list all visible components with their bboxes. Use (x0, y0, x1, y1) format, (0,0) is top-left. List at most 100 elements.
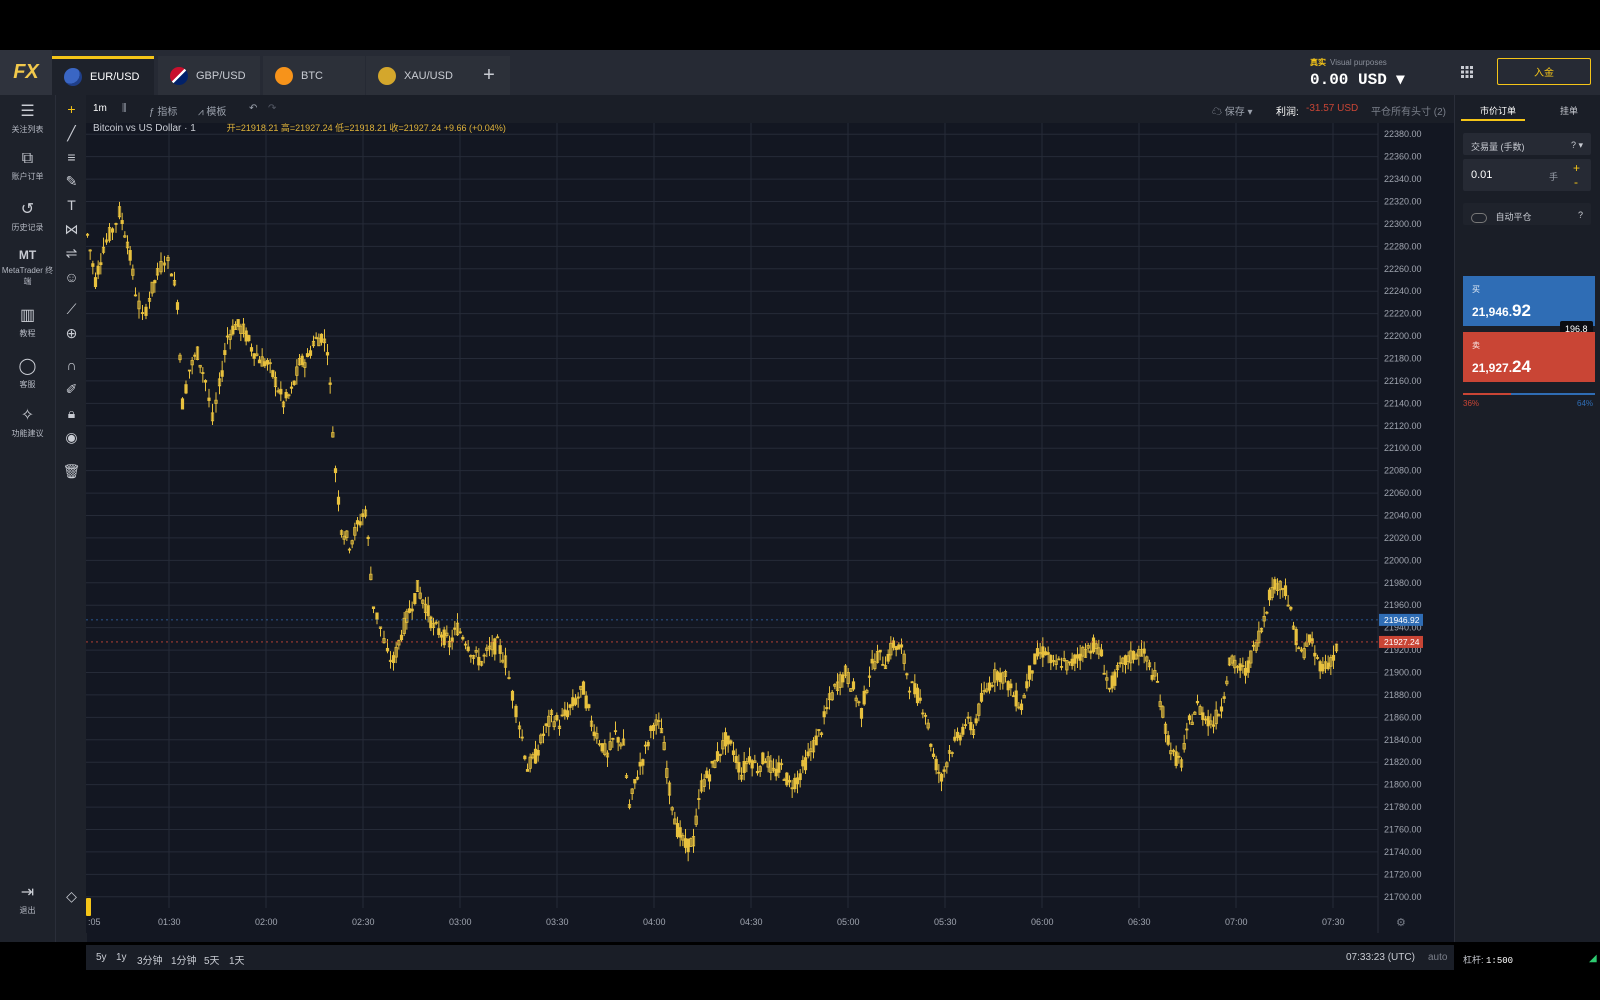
candle-body (155, 268, 160, 276)
volume-type-select[interactable]: 交易量 (手数) ? ▾ (1463, 133, 1591, 155)
magnet-icon[interactable]: ∩ (66, 357, 77, 373)
y-tick-label: 21780.00 (1384, 802, 1422, 812)
candle-body (560, 714, 564, 717)
candle-body (568, 704, 572, 708)
candle-body (172, 280, 177, 286)
y-tick-label: 22280.00 (1384, 241, 1422, 251)
increment-icon[interactable]: + (1573, 161, 1581, 175)
nav-metatrader[interactable]: MT MetaTrader 终端 (1, 248, 54, 286)
tab-market-order[interactable]: 市价订单 (1480, 106, 1517, 116)
sell-button[interactable]: 卖 21,927.24 (1463, 332, 1595, 382)
candle-body (643, 744, 648, 747)
logo[interactable]: FX (0, 50, 52, 95)
account-balance[interactable]: 真实 Visual purposes 0.00 USD ▾ (1310, 57, 1404, 89)
chart-toolbar: 1m ⫼ ƒ 指标 ⩘ 模板 ↶ ↷ ☁ 保存 ▾ 利润: -31.57 USD… (86, 95, 1454, 123)
indicators-button[interactable]: ƒ 指标 (149, 107, 178, 118)
price-chart[interactable]: 22380.00 22360.00 22340.00 22320.00 22300.00… (86, 123, 1454, 933)
candle-body (1150, 675, 1154, 680)
undo-icon[interactable]: ↶ (249, 103, 258, 114)
candle-body (1211, 724, 1216, 727)
nav-watchlist[interactable]: ☰ 关注列表 (0, 101, 55, 135)
nav-suggestions[interactable]: ✧ 功能建议 (0, 405, 55, 439)
redo-icon[interactable]: ↷ (268, 103, 277, 114)
close-all-button[interactable]: 平仓所有头寸 (2) (1371, 107, 1446, 118)
tab-eurusd[interactable]: EUR/USD (52, 56, 154, 95)
candle-body (697, 798, 701, 800)
decrement-icon[interactable]: - (1574, 175, 1578, 189)
candle-body (729, 740, 733, 744)
connection-icon: ◢ (1589, 953, 1597, 964)
y-tick-label: 21840.00 (1384, 735, 1422, 745)
candle-body (361, 513, 365, 517)
candle-body (101, 246, 106, 253)
nav-support[interactable]: ◯ 客服 (0, 356, 55, 390)
range-1d[interactable]: 1天 (229, 956, 245, 967)
eye-icon[interactable]: ◉ (65, 429, 78, 445)
candle-body (830, 692, 834, 701)
candle-body (128, 250, 132, 261)
candle-body (355, 520, 360, 525)
nav-tutorials[interactable]: ▥ 教程 (0, 305, 55, 339)
profit-label: 利润: (1276, 107, 1299, 118)
fib-icon[interactable]: ≡ (67, 149, 76, 165)
range-1y[interactable]: 1y (116, 952, 127, 963)
brush-icon[interactable]: ✎ (65, 173, 78, 189)
templates-button[interactable]: ⩘ 模板 (198, 107, 227, 118)
candle-body (902, 653, 906, 664)
nav-logout[interactable]: ⇥ 退出 (0, 882, 55, 916)
emoji-icon[interactable]: ☺ (64, 269, 79, 285)
zoom-icon[interactable]: ⊕ (65, 325, 78, 341)
add-tab-button[interactable]: + (468, 56, 510, 95)
lock-icon[interactable]: 🔒︎ (67, 405, 76, 421)
candle-body (910, 681, 914, 684)
nav-orders[interactable]: ⧉ 账户订单 (0, 150, 55, 182)
save-button[interactable]: ☁ 保存 ▾ (1212, 107, 1253, 118)
pattern-icon[interactable]: ⋈ (64, 221, 79, 237)
range-5y[interactable]: 5y (96, 952, 107, 963)
candle-body (630, 788, 634, 795)
candle-body (905, 673, 909, 676)
candle-body (865, 689, 869, 693)
candle-body (268, 362, 272, 365)
candle-body (605, 752, 610, 758)
trendline-icon[interactable]: ╱ (67, 125, 76, 141)
candle-body (825, 707, 829, 710)
candle-body (945, 762, 949, 768)
candle-body (510, 690, 515, 701)
nav-history[interactable]: ↺ 历史记录 (0, 199, 55, 233)
tab-xauusd[interactable]: XAU/USD (366, 56, 468, 95)
candle-body (1035, 648, 1040, 657)
candle-body (665, 768, 669, 778)
range-5d[interactable]: 5天 (204, 956, 220, 967)
x-tick-label: :05 (88, 917, 101, 927)
tab-btc[interactable]: BTC (263, 56, 365, 95)
timeframe-button[interactable]: 1m (93, 103, 107, 114)
text-icon[interactable]: T (67, 197, 76, 213)
range-3min[interactable]: 3分钟 (137, 956, 163, 967)
auto-scale-button[interactable]: auto (1428, 952, 1448, 963)
tab-pending-order[interactable]: 挂单 (1560, 106, 1579, 116)
ruler-icon[interactable]: ⟋ (66, 301, 77, 317)
crosshair-icon[interactable]: + (67, 101, 76, 117)
y-tick-label: 22140.00 (1384, 398, 1422, 408)
candle-body (1214, 709, 1218, 725)
volume-input[interactable]: 0.01 手 + - (1463, 159, 1591, 191)
candle-type-icon[interactable]: ⫼ (122, 103, 127, 114)
candle-body (300, 355, 304, 366)
tab-gbpusd[interactable]: GBP/USD (158, 56, 260, 95)
apps-grid-icon[interactable] (1461, 65, 1475, 79)
candle-body (255, 353, 259, 356)
candle-body (649, 725, 653, 732)
trash-icon[interactable]: 🗑︎ (62, 463, 81, 479)
candle-body (1147, 662, 1152, 668)
layers-icon[interactable]: ◇ (66, 888, 77, 904)
candle-body (635, 776, 640, 780)
buy-button[interactable]: 买 21,946.92 (1463, 276, 1595, 326)
projection-icon[interactable]: ⇌ (65, 245, 78, 261)
lock-drawing-icon[interactable]: ✐ (65, 381, 78, 397)
deposit-button[interactable]: 入金 (1497, 58, 1591, 85)
candle-body (96, 265, 100, 275)
auto-close-toggle[interactable]: 自动平仓 ? (1463, 203, 1591, 225)
range-1min[interactable]: 1分钟 (171, 956, 197, 967)
candle-body (1326, 662, 1330, 670)
